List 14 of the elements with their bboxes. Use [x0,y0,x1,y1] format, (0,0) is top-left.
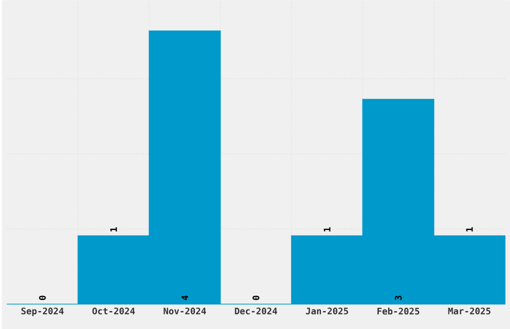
data-label: 1 [466,227,473,232]
data-label: 4 [182,296,188,300]
x-tick-label: Oct-2024 [92,308,135,314]
data-label: 0 [252,296,260,300]
x-tick-label: Sep-2024 [21,308,64,316]
x-tick-label: Jan-2025 [306,308,348,314]
data-label: 3 [394,296,402,300]
data-label: 1 [110,227,117,232]
x-tick-label: Dec-2024 [234,308,278,314]
x-tick-label: Feb-2025 [377,308,420,315]
x-tick-label: Nov-2024 [164,308,206,314]
x-tick-label: Mar-2025 [448,308,490,314]
data-label: 0 [39,296,46,300]
data-label: 1 [324,227,330,232]
